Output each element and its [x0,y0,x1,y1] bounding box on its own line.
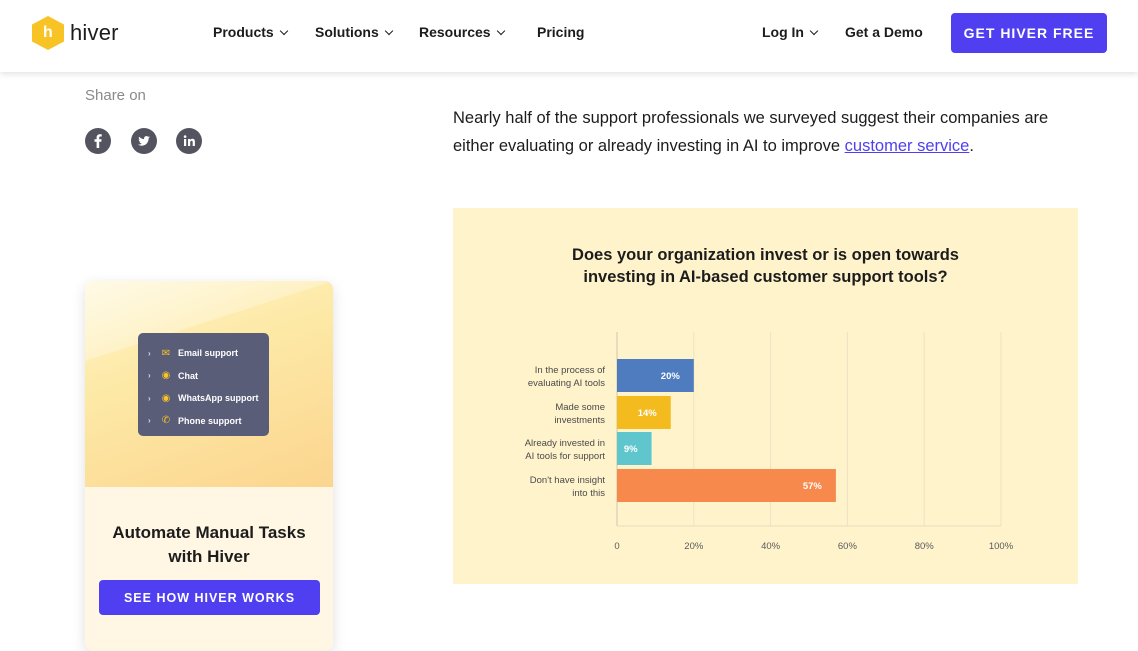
menu-item-label: Phone support [178,415,242,426]
article-text-end: . [969,137,974,155]
nav-label: Solutions [315,24,379,40]
menu-item-email: › ✉ Email support [148,342,259,365]
article-paragraph: Nearly half of the support professionals… [453,104,1083,160]
twitter-icon[interactable] [131,128,157,154]
category-label: Made some [555,402,605,413]
promo-title-line: with Hiver [168,547,250,566]
nav-solutions[interactable]: Solutions [315,24,394,40]
x-tick-label: 0 [614,541,619,552]
nav-login[interactable]: Log In [762,24,819,40]
promo-title: Automate Manual Tasks with Hiver [85,521,333,569]
menu-item-label: WhatsApp support [178,393,259,404]
x-tick-label: 40% [761,541,781,552]
x-tick-label: 60% [838,541,858,552]
nav-label: Products [213,24,274,40]
chevron-down-icon [384,26,394,35]
chevron-right-icon: › [148,416,151,426]
bar-chart: 0 20% 40% 60% 80% 100% 20% In the process of eva… [525,332,1014,552]
chevron-down-icon [279,26,288,35]
x-tick-label: 20% [684,541,704,552]
logo-text: hiver [70,20,119,45]
see-how-hiver-works-button[interactable]: SEE HOW HIVER WORKS [99,580,320,615]
promo-card: › ✉ Email support › ◉ Chat › ◉ WhatsApp suppor… [85,281,333,651]
nav-get-demo[interactable]: Get a Demo [845,24,923,40]
menu-item-phone: › ✆ Phone support [148,410,259,433]
bar [617,359,694,392]
x-tick-label: 80% [915,541,935,552]
menu-item-chat: › ◉ Chat [148,365,259,388]
category-label: into this [572,488,605,499]
category-label: Already invested in [525,438,605,449]
x-tick-label: 100% [989,541,1014,552]
site-header: h hiver Products Solutions Resources Pri… [0,0,1138,72]
chat-icon: ◉ [161,370,171,382]
chevron-right-icon: › [148,371,151,381]
nav-label: Resources [419,24,491,40]
bar-value-label: 57% [803,481,823,492]
category-label: evaluating AI tools [528,378,605,389]
bar [617,432,652,465]
category-label: In the process of [535,365,606,376]
nav-products[interactable]: Products [213,24,288,40]
bar [617,469,836,502]
menu-item-whatsapp: › ◉ WhatsApp support [148,387,259,410]
bar-value-label: 20% [661,371,681,382]
nav-pricing[interactable]: Pricing [537,24,584,40]
hiver-logo[interactable]: h hiver [32,16,119,50]
chart-card: Does your organization invest or is open… [453,208,1078,584]
chevron-right-icon: › [148,348,151,358]
promo-title-line: Automate Manual Tasks [112,523,306,542]
menu-item-label: Chat [178,370,198,381]
hiver-logo-icon: h [32,16,64,50]
support-channels-menu: › ✉ Email support › ◉ Chat › ◉ WhatsApp suppor… [138,333,269,436]
get-hiver-free-button[interactable]: GET HIVER FREE [951,13,1107,53]
chart-title-line: Does your organization invest or is open… [572,246,959,264]
nav-label: Pricing [537,24,585,40]
bar-value-label: 9% [624,444,638,455]
menu-item-label: Email support [178,348,239,359]
phone-icon: ✆ [161,415,171,427]
chart-title: Does your organization invest or is open… [453,244,1078,288]
logo-mark: h [43,24,53,41]
nav-label: Get a Demo [845,24,923,40]
promo-illustration: › ✉ Email support › ◉ Chat › ◉ WhatsApp suppor… [85,281,333,487]
facebook-icon[interactable] [85,128,111,154]
nav-resources[interactable]: Resources [419,24,505,40]
category-label: Don't have insight [530,475,606,486]
chevron-down-icon [496,26,505,35]
category-label: AI tools for support [525,451,605,462]
bar-value-label: 14% [638,408,658,419]
chevron-down-icon [809,26,819,35]
nav-label: Log In [762,24,804,40]
share-label: Share on [85,87,146,104]
inbox-icon: ✉ [161,347,171,359]
article-text: Nearly half of the support professionals… [453,109,1049,155]
whatsapp-icon: ◉ [161,392,171,404]
chart-title-line: investing in AI-based customer support t… [583,268,948,286]
linkedin-icon[interactable] [176,128,202,154]
customer-service-link[interactable]: customer service [844,137,970,155]
chevron-right-icon: › [148,393,151,403]
bar [617,396,671,429]
category-label: investments [554,415,605,426]
